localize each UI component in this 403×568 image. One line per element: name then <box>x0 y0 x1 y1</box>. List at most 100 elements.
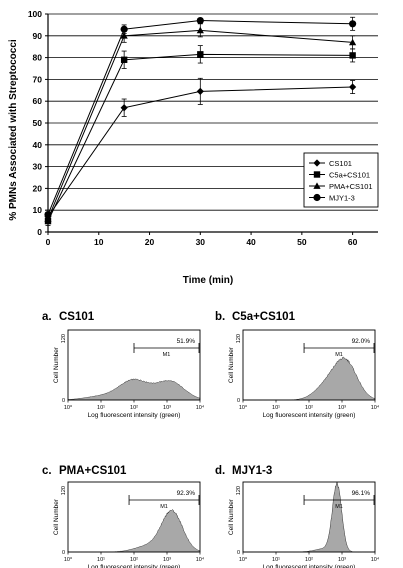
gate-label: M1 <box>163 352 171 358</box>
y-tick-label: 50 <box>33 118 43 128</box>
x-tick-label: 10² <box>305 405 313 411</box>
y-zero-label: 0 <box>237 550 240 556</box>
series-cs101 <box>44 77 357 222</box>
x-axis-label: Log fluorescent intensity (green) <box>88 412 181 419</box>
data-point <box>44 210 52 219</box>
histogram <box>243 356 376 401</box>
x-tick-label: 10¹ <box>97 405 105 411</box>
y-zero-label: 0 <box>62 398 65 404</box>
y-axis-label: Cell Number <box>53 346 60 383</box>
legend-label: CS101 <box>329 159 352 168</box>
y-max-label: 120 <box>61 334 67 343</box>
legend-marker <box>313 193 321 202</box>
x-tick-label: 20 <box>145 237 155 247</box>
x-axis-label: Time (min) <box>183 275 233 286</box>
y-max-label: 120 <box>61 486 67 495</box>
x-tick-label: 0 <box>46 237 51 247</box>
legend-label: C5a+CS101 <box>329 170 370 179</box>
line-chart: % PMNs Associated with Streptococci Time… <box>8 9 379 286</box>
gate-label: M1 <box>335 352 343 358</box>
gate-percent: 92.0% <box>352 338 371 345</box>
x-tick-label: 10¹ <box>272 557 280 563</box>
x-tick-label: 10⁰ <box>239 556 248 563</box>
y-axis-label: Cell Number <box>228 498 235 535</box>
panel-label: a. <box>42 311 52 323</box>
data-point <box>349 83 357 91</box>
facs-panel-b: b. C5a+CS101 120 0 Cell Number 10⁰ 10¹ 10² 10³ 10… <box>215 311 380 419</box>
y-max-label: 120 <box>236 334 242 343</box>
y-tick-label: 60 <box>33 96 43 106</box>
x-tick-label: 10⁰ <box>64 404 73 411</box>
y-tick-label: 70 <box>33 74 43 84</box>
y-tick-label: 10 <box>33 205 43 215</box>
gate-label: M1 <box>160 504 168 510</box>
panel-title: MJY1-3 <box>232 465 272 477</box>
x-axis-label: Log fluorescent intensity (green) <box>263 564 356 568</box>
y-tick-label: 20 <box>33 183 43 193</box>
facs-panel-a: a. CS101 120 0 Cell Number 10⁰ 10¹ 10² 10³ 10⁴ Log… <box>42 311 205 419</box>
y-max-label: 120 <box>236 486 242 495</box>
data-point <box>120 32 128 39</box>
x-tick-label: 10⁰ <box>64 556 73 563</box>
y-tick-label: 100 <box>28 9 42 19</box>
gate-percent: 96.1% <box>352 490 371 497</box>
x-tick-label: 10³ <box>338 557 346 563</box>
x-tick-label: 60 <box>348 237 358 247</box>
legend: CS101 C5a+CS101 PMA+CS101 MJY1-3 <box>303 152 379 208</box>
data-point <box>120 25 128 33</box>
gate-percent: 92.3% <box>177 490 196 497</box>
panel-title: CS101 <box>59 311 95 323</box>
y-tick-label: 30 <box>33 162 43 172</box>
panel-label: d. <box>215 465 225 477</box>
legend-marker <box>313 171 321 178</box>
x-tick-label: 50 <box>297 237 307 247</box>
facs-panel-d: d. MJY1-3 120 0 Cell Number 10⁰ 10¹ 10² 10³ 10⁴ Lo… <box>215 465 380 568</box>
y-tick-label: 90 <box>33 31 43 41</box>
y-zero-label: 0 <box>237 398 240 404</box>
y-axis-label: Cell Number <box>228 346 235 383</box>
panel-label: b. <box>215 311 225 323</box>
histogram <box>67 378 201 401</box>
series-mjy1-3 <box>44 16 357 220</box>
x-tick-label: 10¹ <box>272 405 280 411</box>
data-point <box>196 16 204 25</box>
gate-percent: 51.9% <box>177 338 196 345</box>
histogram <box>68 509 201 553</box>
y-zero-label: 0 <box>62 550 65 556</box>
panel-label: c. <box>42 465 52 477</box>
panel-title: PMA+CS101 <box>59 465 127 477</box>
data-point <box>349 20 357 28</box>
series-line <box>47 29 353 220</box>
flow-cytometry-panels: a. CS101 120 0 Cell Number 10⁰ 10¹ 10² 10³ 10⁴ Log… <box>42 311 380 568</box>
x-tick-label: 30 <box>196 237 206 247</box>
legend-marker <box>313 182 321 189</box>
series-line <box>47 20 353 215</box>
x-tick-label: 10⁰ <box>239 404 248 411</box>
x-tick-label: 10² <box>305 557 313 563</box>
series-line <box>47 86 353 218</box>
x-tick-label: 10² <box>130 557 138 563</box>
x-axis-label: Log fluorescent intensity (green) <box>88 564 181 568</box>
y-tick-label: 0 <box>37 227 42 237</box>
x-tick-label: 10⁴ <box>371 404 380 411</box>
legend-label: MJY1-3 <box>329 193 355 202</box>
y-axis-label: Cell Number <box>53 498 60 535</box>
data-point <box>349 38 357 46</box>
y-tick-label: 80 <box>33 53 43 63</box>
x-tick-label: 10 <box>94 237 104 247</box>
legend-label: PMA+CS101 <box>329 182 373 191</box>
x-axis-label: Log fluorescent intensity (green) <box>263 412 356 419</box>
x-tick-label: 10² <box>130 405 138 411</box>
x-tick-label: 10¹ <box>97 557 105 563</box>
legend-marker <box>313 159 321 167</box>
y-tick-label: 40 <box>33 140 43 150</box>
facs-panel-c: c. PMA+CS101 120 0 Cell Number 10⁰ 10¹ 10² 10³ 10… <box>42 465 205 568</box>
data-point <box>120 56 128 63</box>
x-tick-label: 10⁴ <box>371 556 380 563</box>
x-tick-label: 10⁴ <box>196 404 205 411</box>
y-axis-label: % PMNs Associated with Streptococci <box>8 39 19 221</box>
x-tick-label: 40 <box>246 237 256 247</box>
x-tick-label: 10³ <box>338 405 346 411</box>
x-tick-label: 10³ <box>163 557 171 563</box>
